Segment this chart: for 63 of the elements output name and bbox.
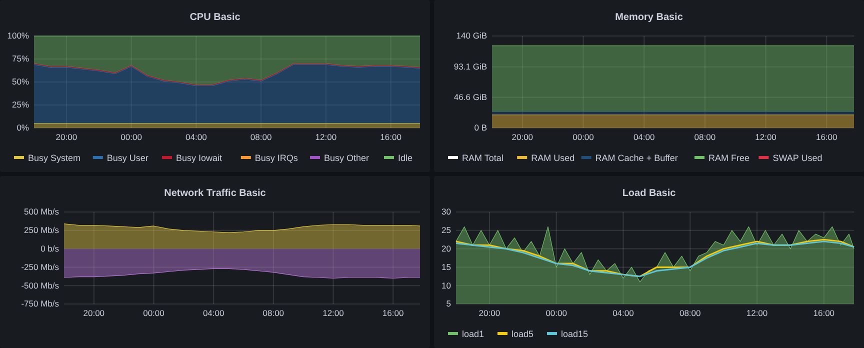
x-tick-label: 12:00 <box>755 132 777 142</box>
y-tick-label: 25% <box>12 100 30 110</box>
x-tick-label: 00:00 <box>546 308 568 318</box>
x-tick-label: 16:00 <box>380 132 402 142</box>
x-tick-label: 08:00 <box>262 308 284 318</box>
y-tick-label: -750 Mb/s <box>21 298 59 309</box>
legend-label: Busy User <box>106 153 148 163</box>
y-tick-label: 0% <box>16 122 30 133</box>
legend-label: load1 <box>462 329 484 339</box>
y-tick-label: 30 <box>442 206 452 217</box>
legend-label: Busy Other <box>324 153 370 163</box>
x-tick-label: 08:00 <box>250 132 272 142</box>
legend-label: RAM Free <box>708 153 750 163</box>
legend-label: load5 <box>512 329 534 339</box>
y-tick-label: 10 <box>442 280 452 290</box>
chart-title: Memory Basic <box>615 12 684 23</box>
legend-label: Idle <box>398 153 413 163</box>
x-tick-label: 12:00 <box>315 132 337 142</box>
x-tick-label: 16:00 <box>813 308 835 318</box>
legend-label: RAM Used <box>531 153 575 163</box>
legend-label: SWAP Used <box>772 153 822 163</box>
x-tick-label: 20:00 <box>512 132 534 142</box>
x-tick-label: 20:00 <box>56 132 78 142</box>
x-tick-label: 08:00 <box>679 308 702 318</box>
x-tick-label: 04:00 <box>186 132 208 142</box>
y-tick-label: 0 b/s <box>40 244 59 254</box>
x-tick-label: 00:00 <box>120 132 142 142</box>
y-tick-label: 25 <box>442 225 452 236</box>
y-tick-label: 500 Mb/s <box>24 206 59 217</box>
y-tick-label: -250 Mb/s <box>21 262 59 272</box>
y-tick-label: 140 GiB <box>456 30 488 41</box>
x-tick-label: 08:00 <box>694 132 716 142</box>
chart-title: Network Traffic Basic <box>164 188 266 199</box>
y-tick-label: 15 <box>442 262 452 272</box>
chart-title: Load Basic <box>622 188 676 199</box>
y-tick-label: -500 Mb/s <box>21 280 59 290</box>
x-tick-label: 16:00 <box>382 308 404 318</box>
y-tick-label: 46.6 GiB <box>454 92 488 102</box>
x-tick-label: 04:00 <box>202 308 224 318</box>
x-tick-label: 20:00 <box>83 308 105 318</box>
y-tick-label: 0 B <box>474 122 488 133</box>
legend-label: load15 <box>561 329 588 339</box>
y-tick-label: 93.1 GiB <box>454 62 488 72</box>
x-tick-label: 20:00 <box>478 308 500 318</box>
y-tick-label: 50% <box>12 76 30 87</box>
y-tick-label: 250 Mb/s <box>24 225 59 236</box>
x-tick-label: 04:00 <box>633 132 656 142</box>
y-tick-label: 75% <box>12 54 30 64</box>
x-tick-label: 00:00 <box>143 308 165 318</box>
x-tick-label: 00:00 <box>572 132 594 142</box>
y-tick-label: 20 <box>442 244 452 254</box>
legend-label: RAM Total <box>462 153 504 163</box>
legend-label: Busy System <box>28 153 81 163</box>
legend-label: RAM Cache + Buffer <box>595 153 678 163</box>
legend-label: Busy Iowait <box>176 153 223 163</box>
x-tick-label: 04:00 <box>612 308 634 318</box>
y-tick-label: 100% <box>7 30 30 41</box>
legend-label: Busy IRQs <box>254 153 298 163</box>
x-tick-label: 16:00 <box>816 132 838 142</box>
x-tick-label: 12:00 <box>322 308 344 318</box>
y-tick-label: 5 <box>446 298 452 309</box>
chart-title: CPU Basic <box>190 12 241 23</box>
x-tick-label: 12:00 <box>746 308 768 318</box>
